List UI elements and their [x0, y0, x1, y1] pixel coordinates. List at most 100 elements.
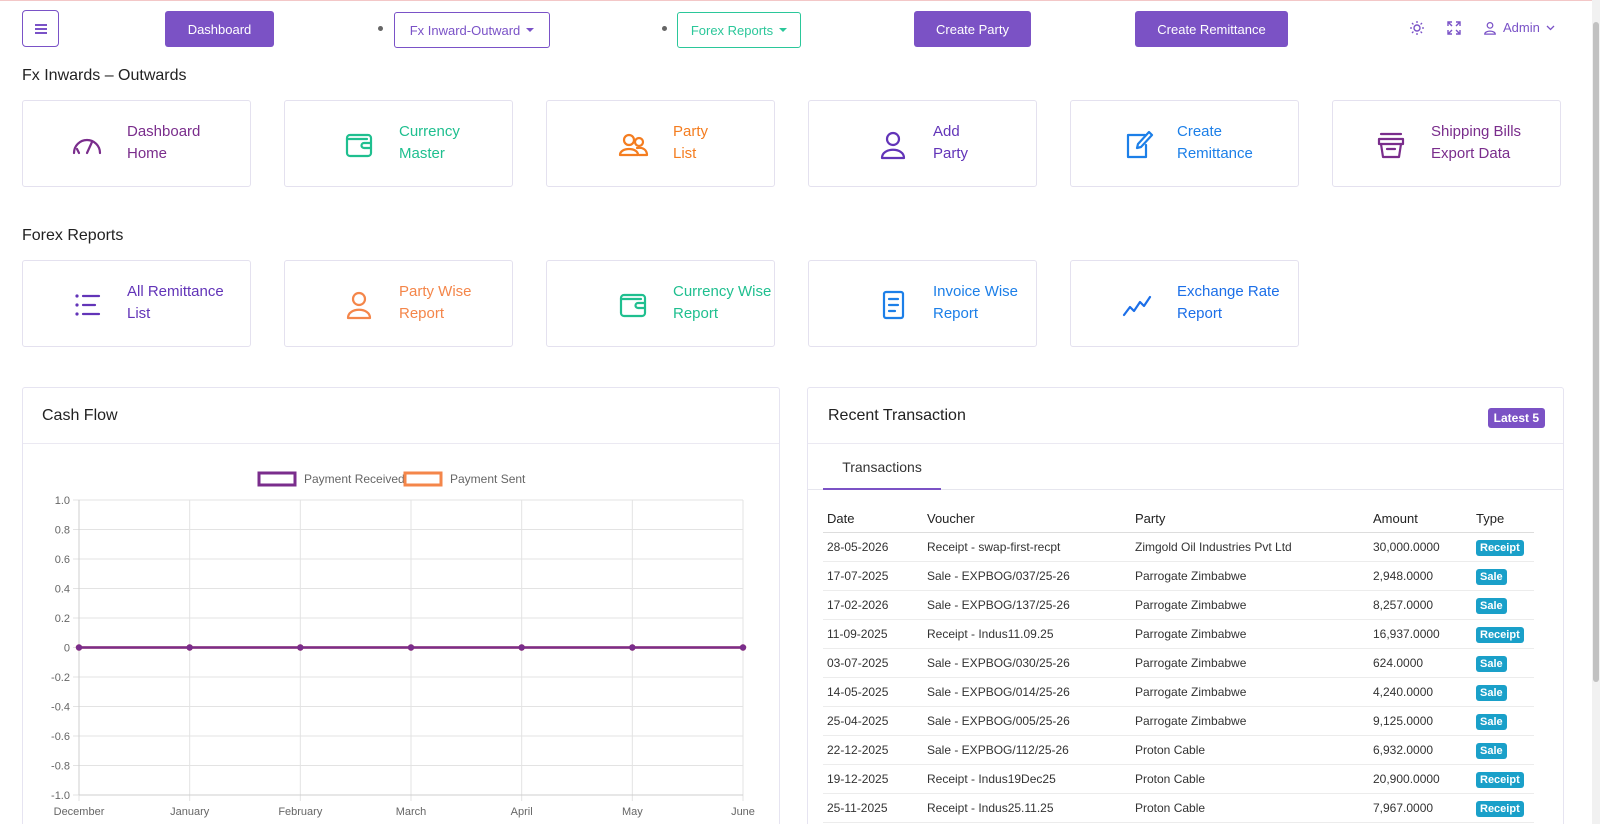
y-tick-label: 1.0 [55, 495, 70, 507]
card-title: Dashboard [127, 123, 201, 140]
cell-party: Parrogate Zimbabwe [1131, 706, 1369, 736]
table-row: 11-09-2025 Receipt - Indus11.09.25 Parroga… [823, 619, 1534, 649]
create-remittance-button[interactable]: Create Remittance [1135, 11, 1288, 47]
cell-date: 25-11-2025 [823, 793, 923, 823]
cell-date: 17-07-2025 [823, 561, 923, 591]
shortcut-card-exchange-rate[interactable]: Exchange Rate Report [1070, 260, 1299, 347]
cell-amount: 7,967.0000 [1369, 793, 1472, 823]
card-title: Add [933, 123, 960, 140]
user-icon [1484, 21, 1496, 35]
card-subtitle: Master [399, 145, 445, 162]
document-icon [875, 287, 911, 323]
top-border [0, 0, 1600, 1]
nav-separator-dot [662, 26, 667, 31]
shortcut-card-party[interactable]: Party List [546, 100, 775, 187]
page-scrollbar[interactable] [1592, 0, 1600, 824]
cell-party: Parrogate Zimbabwe [1131, 677, 1369, 707]
shortcut-card-party-wise[interactable]: Party Wise Report [284, 260, 513, 347]
dashboard-button[interactable]: Dashboard [165, 11, 274, 47]
transactions-table: Date Voucher Party Amount Type 28-05-202… [823, 506, 1534, 823]
cell-type: Sale [1472, 648, 1534, 678]
x-tick-label: December [54, 806, 105, 818]
card-title: Currency [399, 123, 460, 140]
cell-date: 22-12-2025 [823, 735, 923, 765]
cashflow-title: Cash Flow [23, 388, 779, 444]
cell-date: 14-05-2025 [823, 677, 923, 707]
theme-sun-icon[interactable] [1409, 20, 1425, 36]
y-tick-label: 0.6 [55, 554, 70, 566]
data-point [518, 644, 525, 651]
x-tick-label: February [278, 806, 323, 818]
table-row: 25-11-2025 Receipt - Indus25.11.25 Proton … [823, 793, 1534, 823]
column-header-voucher: Voucher [923, 506, 1131, 533]
cell-voucher: Sale - EXPBOG/014/25-26 [923, 677, 1131, 707]
wallet-icon [341, 127, 377, 163]
menu-toggle-button[interactable] [22, 10, 59, 47]
type-badge: Receipt [1476, 539, 1524, 556]
shortcut-card-currency[interactable]: Currency Master [284, 100, 513, 187]
type-badge: Receipt [1476, 771, 1524, 788]
shortcut-card-create[interactable]: Create Remittance [1070, 100, 1299, 187]
cell-voucher: Sale - EXPBOG/005/25-26 [923, 706, 1131, 736]
card-subtitle: List [127, 305, 151, 322]
fullscreen-icon[interactable] [1446, 20, 1462, 36]
type-badge: Sale [1476, 742, 1507, 759]
shortcut-card-currency-wise[interactable]: Currency Wise Report [546, 260, 775, 347]
cell-amount: 20,900.0000 [1369, 764, 1472, 794]
x-tick-label: June [731, 806, 755, 818]
y-tick-label: 0.8 [55, 525, 70, 537]
table-row: 14-05-2025 Sale - EXPBOG/014/25-26 Parroga… [823, 677, 1534, 707]
y-tick-label: 0.2 [55, 613, 70, 625]
cell-date: 25-04-2025 [823, 706, 923, 736]
card-subtitle: Party [933, 145, 969, 162]
cell-type: Receipt [1472, 619, 1534, 649]
cell-amount: 4,240.0000 [1369, 677, 1472, 707]
cell-voucher: Sale - EXPBOG/112/25-26 [923, 735, 1131, 765]
data-point [297, 644, 304, 651]
edit-icon [1119, 127, 1155, 163]
card-title: Shipping Bills [1431, 123, 1522, 140]
shortcut-card-add[interactable]: Add Party [808, 100, 1037, 187]
shortcut-card-invoice-wise[interactable]: Invoice Wise Report [808, 260, 1037, 347]
cell-voucher: Receipt - swap-first-recpt [923, 532, 1131, 562]
cell-party: Parrogate Zimbabwe [1131, 619, 1369, 649]
tab-transactions[interactable]: Transactions [823, 445, 941, 490]
trend-icon [1119, 287, 1155, 323]
create-party-button[interactable]: Create Party [914, 11, 1031, 47]
user-menu[interactable]: Admin [1483, 20, 1555, 35]
card-subtitle: Report [399, 305, 445, 322]
cell-date: 19-12-2025 [823, 764, 923, 794]
cell-party: Proton Cable [1131, 735, 1369, 765]
archive-icon [1373, 127, 1409, 163]
column-header-date: Date [823, 506, 923, 533]
data-point [75, 644, 83, 651]
legend-label: Payment Sent [450, 472, 526, 486]
fx-inward-outward-dropdown[interactable]: Fx Inward-Outward [394, 12, 550, 48]
scrollbar-thumb[interactable] [1593, 22, 1599, 682]
table-header-row: Date Voucher Party Amount Type [823, 506, 1534, 533]
cell-party: Zimgold Oil Industries Pvt Ltd [1131, 532, 1369, 562]
cell-date: 03-07-2025 [823, 648, 923, 678]
shortcut-card-all-remittance[interactable]: All Remittance List [22, 260, 251, 347]
table-row: 28-05-2026 Receipt - swap-first-recpt Zimg… [823, 532, 1534, 562]
fx-dropdown-label: Fx Inward-Outward [409, 22, 521, 38]
column-header-type: Type [1472, 506, 1534, 533]
data-point [186, 644, 193, 651]
shortcut-card-shipping-bills[interactable]: Shipping Bills Export Data [1332, 100, 1561, 187]
forex-reports-dropdown[interactable]: Forex Reports [677, 12, 801, 48]
data-point [739, 644, 747, 651]
type-badge: Sale [1476, 684, 1507, 701]
legend-swatch [403, 471, 443, 487]
cell-type: Receipt [1472, 793, 1534, 823]
cell-amount: 8,257.0000 [1369, 590, 1472, 620]
cell-voucher: Receipt - Indus25.11.25 [923, 793, 1131, 823]
cell-type: Sale [1472, 735, 1534, 765]
forex-section-title: Forex Reports [22, 227, 124, 244]
cell-voucher: Sale - EXPBOG/030/25-26 [923, 648, 1131, 678]
user-icon [875, 127, 911, 163]
table-row: 17-07-2025 Sale - EXPBOG/037/25-26 Parroga… [823, 561, 1534, 591]
cell-amount: 30,000.0000 [1369, 532, 1472, 562]
recent-transaction-panel: Recent Transaction Latest 5 Transactions… [807, 387, 1564, 824]
cell-amount: 2,948.0000 [1369, 561, 1472, 591]
shortcut-card-dashboard[interactable]: Dashboard Home [22, 100, 251, 187]
